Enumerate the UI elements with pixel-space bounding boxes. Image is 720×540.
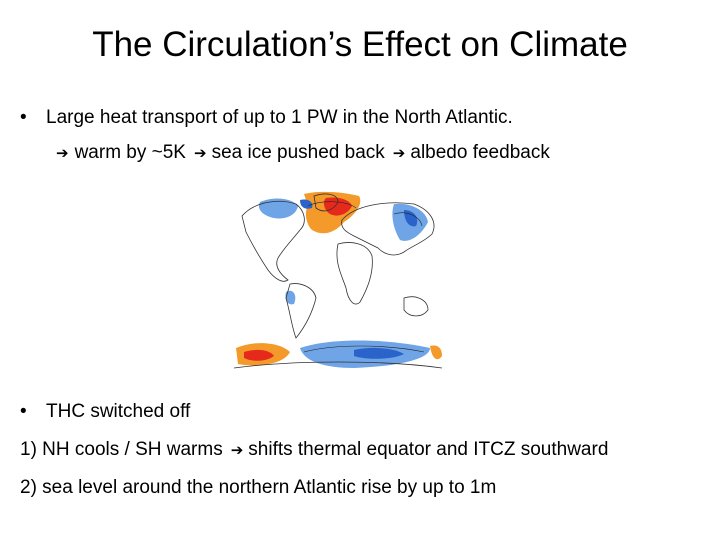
cool-anomaly-north-america	[258, 198, 298, 219]
point-sea-level: 2) sea level around the northern Atlanti…	[20, 477, 497, 498]
cool-patch-tropics	[285, 290, 296, 305]
world-map-figure	[233, 188, 443, 372]
africa-outline	[336, 242, 373, 305]
eurasia-outline	[341, 202, 435, 256]
bullet-thc-off: THC switched off	[46, 401, 191, 422]
contour-lines	[303, 201, 425, 353]
chain-step-albedo: albedo feedback	[410, 142, 550, 163]
south-america-outline	[285, 283, 317, 339]
feedback-chain: ➔ warm by ~5K ➔ sea ice pushed back ➔ albedo …	[56, 141, 550, 166]
warm-band-southern-ocean-east	[430, 345, 442, 360]
continent-outlines	[233, 193, 443, 369]
bullet-dot-2: •	[20, 401, 27, 422]
point-1-result: shifts thermal equator and ITCZ southwar…	[248, 439, 609, 460]
chain-step-warm: warm by ~5K	[74, 142, 186, 163]
point-nh-cools: 1) NH cools / SH warms ➔ shifts thermal eq…	[20, 438, 608, 463]
australia-outline	[403, 296, 429, 317]
north-america-outline	[241, 200, 305, 282]
strong-cool-southern-ocean	[354, 347, 404, 359]
strong-warm-southern-ocean	[244, 349, 274, 361]
antarctica-outline	[233, 361, 443, 369]
strong-cool-patch-arctic	[300, 199, 313, 209]
strong-cool-patch-eurasia	[404, 210, 418, 227]
arrow-icon: ➔	[392, 145, 406, 162]
bullet-dot-1: •	[20, 107, 27, 128]
slide-title: The Circulation’s Effect on Climate	[92, 25, 628, 64]
chain-step-sea-ice: sea ice pushed back	[211, 142, 385, 163]
arrow-icon: ➔	[193, 145, 207, 162]
arrow-icon: ➔	[230, 442, 244, 459]
temperature-anomaly-map	[233, 188, 443, 372]
arrow-icon: ➔	[56, 145, 69, 162]
bullet-heat-transport: Large heat transport of up to 1 PW in th…	[46, 107, 513, 128]
point-1-text: 1) NH cools / SH warms	[20, 439, 223, 460]
